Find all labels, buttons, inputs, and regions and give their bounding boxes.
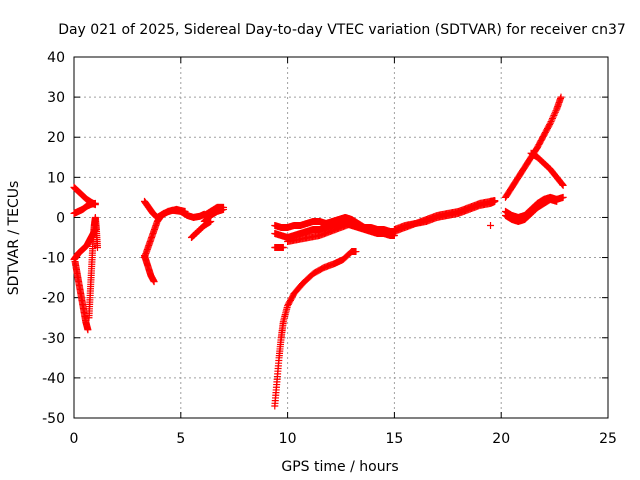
x-tick-label: 10 [279, 431, 297, 447]
data-point [220, 203, 228, 211]
series-arc-2c [140, 252, 158, 286]
data-point [84, 326, 92, 334]
data-point [557, 93, 565, 101]
y-tick-label: 0 [56, 210, 65, 226]
data-point [547, 118, 555, 126]
series-arc-2d [177, 207, 208, 221]
series-arc-3b [271, 244, 287, 252]
y-tick-label: 10 [47, 170, 65, 186]
y-tick-label: -50 [42, 411, 65, 427]
series-arc-3a [271, 248, 360, 410]
series-arc-3h [487, 221, 495, 229]
data-points [70, 93, 567, 410]
y-axis-label: SDTVAR / TECUs [6, 181, 22, 296]
y-tick-label: -40 [42, 371, 65, 387]
data-point [549, 113, 557, 121]
y-tick-label: -20 [42, 291, 65, 307]
data-point [491, 197, 499, 205]
series-arc-3e [284, 219, 356, 246]
ticks [73, 56, 609, 419]
data-point [279, 244, 287, 252]
series-arc-2g [200, 203, 228, 219]
series-arc-4b [527, 149, 567, 189]
x-tick-label: 5 [176, 431, 185, 447]
y-tick-label: 30 [47, 90, 65, 106]
data-point [348, 219, 356, 227]
data-point [553, 197, 561, 205]
data-point [352, 248, 360, 256]
x-tick-label: 25 [599, 431, 617, 447]
series-arc-3d [271, 219, 398, 241]
y-tick-label: 20 [47, 130, 65, 146]
x-tick-labels: 0 5 10 15 20 25 [70, 431, 617, 447]
data-point [551, 108, 559, 116]
chart-title: Day 021 of 2025, Sidereal Day-to-day VTE… [58, 22, 626, 38]
x-tick-label: 0 [70, 431, 79, 447]
series-arc-1e [85, 213, 101, 322]
y-tick-label: -30 [42, 331, 65, 347]
data-point [487, 221, 495, 229]
x-tick-label: 20 [492, 431, 510, 447]
y-tick-label: -10 [42, 251, 65, 267]
data-point [548, 115, 556, 123]
series-arc-1b [70, 199, 99, 217]
data-point [558, 180, 566, 188]
y-tick-labels: -50 -40 -30 -20 -10 0 10 20 30 40 [42, 50, 65, 427]
series-arc-4d [501, 195, 561, 225]
x-tick-label: 15 [385, 431, 403, 447]
plot-frame [73, 56, 609, 419]
data-point [550, 111, 558, 119]
data-point [548, 116, 556, 124]
series-arc-1d [71, 258, 92, 334]
y-tick-label: 40 [47, 50, 65, 66]
data-point [559, 181, 567, 189]
data-point [93, 244, 101, 252]
x-axis-label: GPS time / hours [281, 459, 398, 475]
data-point [91, 199, 99, 207]
data-point [551, 110, 559, 118]
data-point [150, 278, 158, 286]
data-point [559, 193, 567, 201]
data-point [546, 119, 554, 127]
series-arc-4a [501, 93, 565, 201]
series-arc-3g [390, 197, 499, 233]
